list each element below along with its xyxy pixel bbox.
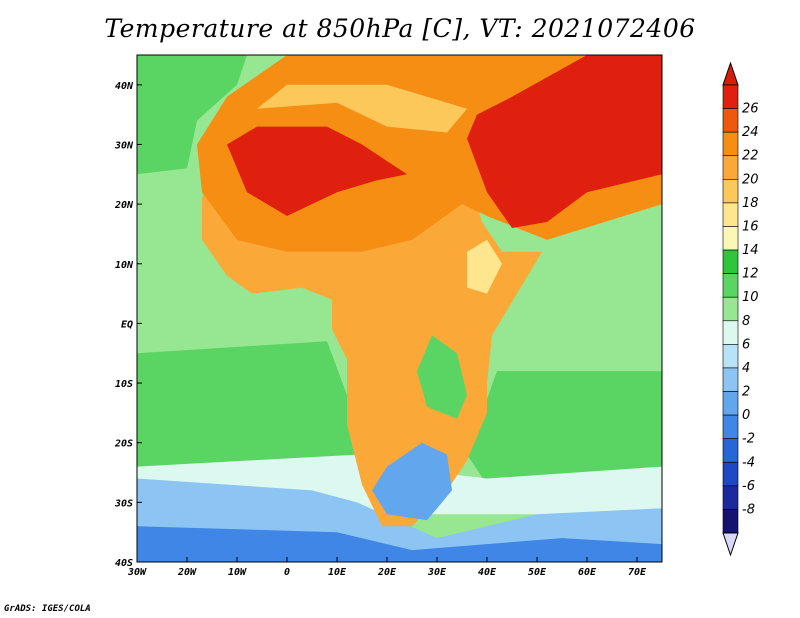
longitude-axis: 30W 20W 10W 0 10E 20E 30E 40E 50E 60E 70E bbox=[127, 557, 647, 578]
arabia-core bbox=[467, 55, 662, 228]
colorbar-level-label: 8 bbox=[742, 314, 750, 329]
colorbar-swatch bbox=[722, 320, 739, 345]
colorbar-bottom-arrow bbox=[722, 532, 739, 557]
lat-tick-label: 10S bbox=[115, 379, 133, 390]
lat-tick-label: 40S bbox=[115, 558, 133, 569]
colorbar-level-label: 22 bbox=[742, 149, 759, 164]
colorbar-swatch bbox=[722, 226, 739, 251]
colorbar-level-label: 6 bbox=[742, 337, 750, 352]
colorbar-swatch bbox=[722, 84, 739, 109]
lat-tick-label: 30N bbox=[114, 140, 134, 151]
colorbar-swatch bbox=[722, 509, 739, 534]
colorbar-level-label: 10 bbox=[742, 290, 759, 305]
colorbar-level-label: 20 bbox=[742, 172, 759, 187]
lon-tick-label: 70E bbox=[628, 567, 647, 578]
colorbar-swatch bbox=[722, 131, 739, 157]
indian-ocean-band bbox=[467, 371, 662, 485]
colorbar-swatch bbox=[722, 179, 739, 204]
colorbar-level-label: 4 bbox=[742, 361, 750, 376]
colorbar-swatch bbox=[722, 344, 739, 369]
south-atlantic-band bbox=[137, 341, 357, 479]
colorbar-level-label: 12 bbox=[742, 267, 759, 282]
north-atlantic-green bbox=[137, 55, 247, 175]
east-africa-cool bbox=[417, 335, 467, 419]
lon-tick-label: 40E bbox=[478, 567, 497, 578]
colorbar-swatch bbox=[722, 296, 739, 322]
map-title: Temperature at 850hPa [C], VT: 202107240… bbox=[104, 14, 696, 43]
colorbar-swatch bbox=[722, 273, 739, 298]
lon-tick-label: 10W bbox=[228, 567, 247, 578]
lon-tick-label: 20E bbox=[377, 567, 397, 578]
colorbar-swatch bbox=[722, 461, 739, 487]
colorbar-swatch bbox=[722, 485, 739, 510]
lon-tick-label: 20W bbox=[177, 567, 197, 578]
southern-ocean-deep bbox=[137, 526, 662, 562]
colorbar-swatch bbox=[722, 249, 739, 274]
colorbar-swatch bbox=[722, 155, 739, 180]
colorbar-swatch bbox=[722, 438, 739, 463]
lon-tick-label: 30E bbox=[427, 567, 447, 578]
ethiopian-highlands bbox=[467, 239, 502, 294]
grads-credit: GrADS: IGES/COLA bbox=[4, 604, 91, 614]
colorbar-level-label: -6 bbox=[742, 479, 755, 494]
colorbar-level-label: 0 bbox=[742, 408, 750, 423]
southern-africa-cool bbox=[372, 442, 452, 521]
lat-tick-label: 20N bbox=[114, 200, 134, 211]
colorbar-swatch bbox=[722, 391, 739, 416]
colorbar-level-label: -8 bbox=[742, 502, 755, 517]
lon-tick-label: 60E bbox=[578, 567, 597, 578]
temperature-field bbox=[137, 55, 662, 562]
lon-tick-label: 30W bbox=[127, 567, 147, 578]
colorbar-level-label: 26 bbox=[742, 102, 759, 117]
colorbar-level-label: 16 bbox=[742, 219, 759, 234]
mediterranean-band bbox=[257, 84, 467, 133]
sahara-core bbox=[227, 126, 407, 216]
colorbar-swatch bbox=[722, 367, 739, 392]
lat-tick-label: 10N bbox=[115, 260, 134, 271]
lon-tick-label: 0 bbox=[284, 567, 290, 578]
madagascar bbox=[502, 395, 537, 473]
colorbar-level-label: -4 bbox=[742, 455, 755, 470]
colorbar-level-label: 14 bbox=[742, 243, 759, 258]
colorbar-top-arrow bbox=[722, 61, 739, 86]
colorbar-swatch bbox=[722, 108, 739, 133]
plot-frame bbox=[136, 54, 663, 563]
colorbar-swatch bbox=[722, 202, 739, 227]
colorbar-level-label: -2 bbox=[742, 432, 755, 447]
colorbar-swatch bbox=[722, 414, 739, 439]
lat-tick-label: 40N bbox=[115, 81, 134, 92]
lat-tick-label: 30S bbox=[114, 498, 133, 509]
lat-tick-label: EQ bbox=[121, 319, 133, 330]
colorbar-level-label: 2 bbox=[742, 385, 750, 400]
latitude-axis: 40N 30N 20N 10N EQ 10S 20S 30S 40S bbox=[114, 81, 142, 569]
lon-tick-label: 10E bbox=[328, 567, 347, 578]
colorbar-level-label: 24 bbox=[742, 125, 759, 140]
lat-tick-label: 20S bbox=[114, 439, 133, 450]
colorbar-level-label: 18 bbox=[742, 196, 759, 211]
lon-tick-label: 50E bbox=[528, 567, 547, 578]
